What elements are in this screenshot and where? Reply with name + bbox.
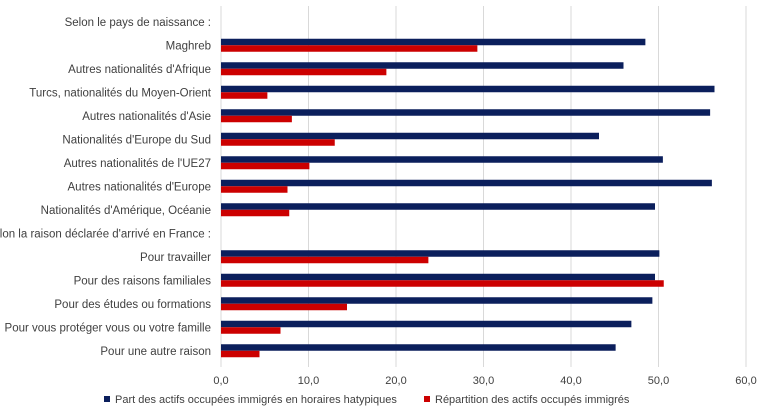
bar-series-1	[221, 297, 653, 304]
bar-series-2	[221, 303, 347, 311]
bar-series-2	[221, 139, 335, 146]
legend: Part des actifs occupées immigrés en hor…	[104, 394, 630, 406]
x-tick-labels: 0,0 10,0 20,0 30,0 40,0 50,0 60,0	[213, 375, 756, 387]
bar-series-1	[221, 179, 712, 187]
category-label: Nationalités d'Europe du Sud	[62, 134, 211, 146]
bar-series-2	[221, 256, 429, 264]
bar-series-2	[221, 350, 260, 358]
x-tick-label: 0,0	[213, 375, 228, 387]
category-labels: Selon le pays de naissance : Maghreb Autre…	[0, 17, 212, 358]
category-label: Pour une autre raison	[100, 346, 211, 358]
category-label: Pour des études ou formations	[54, 299, 211, 311]
bar-series-1	[221, 250, 660, 257]
x-tick-label: 40,0	[560, 375, 581, 387]
legend-label-series-1: Part des actifs occupées immigrés en hor…	[115, 394, 397, 406]
bar-series-2	[221, 209, 290, 217]
category-label: Selon la raison déclarée d'arrivé en Fra…	[0, 228, 211, 240]
bar-series-2	[221, 162, 310, 170]
category-label: Autres nationalités d'Asie	[82, 111, 211, 123]
bars	[221, 38, 715, 358]
bar-series-2	[221, 68, 387, 76]
legend-swatch-series-1	[104, 396, 110, 402]
bar-series-2	[221, 45, 478, 52]
category-label: Nationalités d'Amérique, Océanie	[41, 205, 211, 217]
x-tick-label: 50,0	[648, 375, 669, 387]
x-tick-label: 30,0	[473, 375, 494, 387]
category-label: Autres nationalités de l'UE27	[64, 158, 211, 170]
category-label: Pour travailler	[140, 252, 211, 264]
x-tick-label: 60,0	[735, 375, 756, 387]
bar-series-1	[221, 156, 663, 163]
category-label: Turcs, nationalités du Moyen-Orient	[29, 87, 212, 99]
bar-series-1	[221, 85, 715, 93]
bar-series-1	[221, 132, 599, 140]
gridlines	[220, 6, 747, 367]
bar-series-1	[221, 344, 616, 351]
x-tick-label: 20,0	[385, 375, 406, 387]
legend-label-series-2: Répartition des actifs occupés immigrés	[435, 394, 630, 406]
legend-swatch-series-2	[424, 396, 430, 402]
bar-series-1	[221, 38, 646, 46]
bar-series-1	[221, 62, 624, 69]
x-tick-label: 10,0	[298, 375, 319, 387]
bar-series-2	[221, 327, 281, 334]
category-label: Autres nationalités d'Afrique	[68, 64, 211, 76]
category-label: Autres nationalités d'Europe	[68, 181, 211, 193]
category-label: Pour vous protéger vous ou votre famille	[5, 322, 211, 334]
bar-series-2	[221, 280, 664, 287]
category-label: Pour des raisons familiales	[74, 275, 212, 287]
category-label: Selon le pays de naissance :	[65, 17, 211, 29]
bar-series-1	[221, 109, 711, 116]
bar-series-1	[221, 320, 632, 328]
bar-series-2	[221, 92, 268, 99]
bar-series-1	[221, 273, 655, 281]
bar-series-1	[221, 203, 655, 210]
category-label: Maghreb	[166, 40, 211, 52]
bar-series-2	[221, 115, 292, 123]
bar-series-2	[221, 186, 288, 193]
